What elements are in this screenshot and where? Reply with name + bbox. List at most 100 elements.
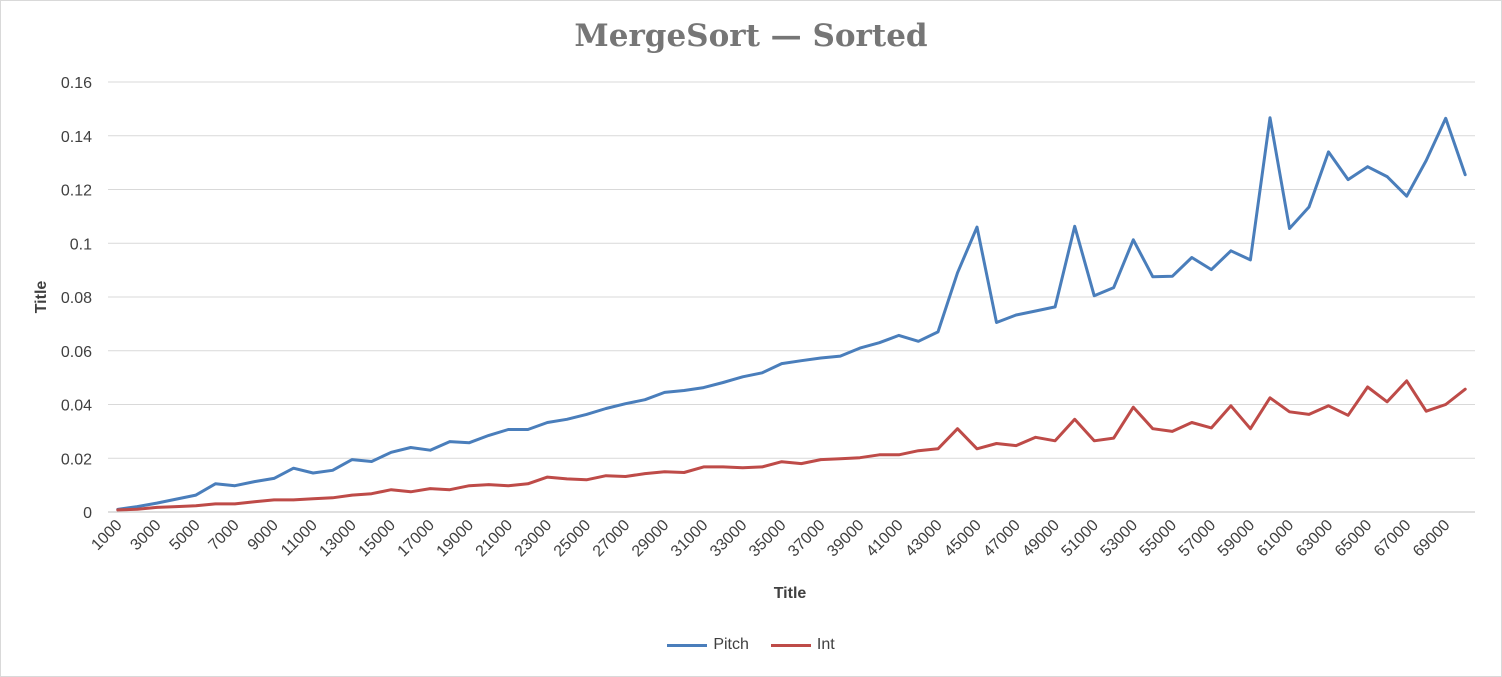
data-point-pitch (702, 386, 705, 389)
x-tick-label: 25000 (551, 517, 595, 561)
x-tick-label: 51000 (1059, 517, 1103, 561)
data-point-pitch (507, 428, 510, 431)
x-tick-label: 21000 (473, 517, 517, 561)
legend-swatch-int (770, 643, 811, 647)
y-tick-label: 0 (83, 505, 92, 522)
data-point-pitch (1346, 178, 1350, 181)
series-line-pitch (116, 116, 1467, 511)
data-point-int (448, 488, 451, 491)
data-point-int (350, 493, 354, 497)
data-point-int (663, 470, 666, 473)
x-tick-label: 57000 (1176, 517, 1220, 561)
x-tick-label: 7000 (206, 517, 243, 554)
data-point-int (1171, 430, 1174, 433)
x-tick-label: 43000 (902, 517, 946, 561)
data-point-pitch (565, 418, 569, 421)
data-point-pitch (878, 341, 881, 344)
data-point-pitch (370, 460, 373, 463)
data-point-pitch (917, 340, 920, 343)
data-point-pitch (1190, 256, 1194, 259)
data-point-pitch (643, 398, 647, 401)
data-point-int (272, 498, 276, 502)
data-point-pitch (526, 428, 530, 431)
y-tick-label: 0.14 (61, 129, 92, 146)
data-point-int (1229, 404, 1233, 407)
x-tick-label: 53000 (1098, 517, 1142, 561)
data-point-pitch (897, 334, 901, 337)
data-point-pitch (858, 346, 862, 350)
data-point-int (897, 453, 901, 456)
x-tick-label: 13000 (316, 517, 360, 561)
data-point-pitch (487, 434, 490, 437)
data-point-pitch (624, 402, 627, 405)
x-tick-label: 47000 (980, 517, 1024, 561)
x-axis-title: Title (774, 585, 807, 602)
data-point-int (175, 505, 178, 508)
y-tick-label: 0.1 (70, 236, 92, 253)
series-lines (116, 116, 1467, 512)
data-point-pitch (214, 482, 217, 485)
data-point-int (819, 458, 822, 461)
data-point-int (526, 482, 530, 485)
x-axis-ticks: 1000 3000 5000 7000 900011000130001500017000… (88, 517, 1453, 561)
data-point-int (1014, 444, 1018, 447)
data-point-int (1444, 403, 1447, 406)
data-point-int (878, 453, 881, 456)
data-point-pitch (1171, 275, 1174, 278)
x-tick-label: 35000 (746, 517, 790, 561)
series-line-int (116, 379, 1467, 512)
data-point-pitch (761, 371, 764, 374)
data-point-int (409, 490, 412, 493)
data-point-pitch (233, 484, 237, 487)
data-point-pitch (253, 480, 256, 483)
legend-swatch-pitch (667, 643, 708, 647)
chart-title: MergeSort — Sorted (574, 18, 928, 54)
data-point-int (624, 475, 627, 478)
data-point-int (507, 484, 510, 487)
x-tick-label: 1000 (88, 517, 125, 554)
data-point-int (1249, 427, 1252, 430)
data-point-pitch (331, 469, 334, 472)
data-point-pitch (1327, 150, 1330, 154)
y-tick-label: 0.08 (61, 290, 92, 307)
data-point-int (604, 474, 608, 477)
data-point-int (565, 477, 569, 481)
data-point-int (116, 508, 120, 512)
data-point-int (1210, 426, 1213, 430)
data-point-int (761, 465, 764, 469)
data-point-pitch (604, 407, 608, 410)
y-tick-label: 0.12 (61, 183, 92, 200)
data-point-pitch (1268, 116, 1272, 119)
data-point-pitch (272, 477, 276, 480)
x-tick-label: 49000 (1019, 517, 1063, 561)
data-point-pitch (995, 321, 998, 324)
data-point-pitch (1112, 286, 1115, 289)
data-point-int (721, 465, 725, 469)
x-tick-label: 33000 (707, 517, 751, 561)
data-point-pitch (1210, 268, 1213, 271)
data-point-pitch (1053, 305, 1057, 309)
data-point-int (1132, 406, 1135, 409)
data-point-pitch (1366, 165, 1369, 168)
data-point-pitch (585, 413, 588, 416)
data-point-int (702, 465, 705, 469)
data-point-int (468, 484, 471, 487)
x-tick-label: 27000 (590, 517, 634, 561)
data-point-int (155, 506, 158, 509)
data-point-pitch (682, 389, 686, 392)
data-point-int (800, 462, 803, 465)
data-point-int (1405, 379, 1408, 383)
data-point-int (936, 447, 940, 450)
data-point-int (370, 492, 373, 495)
data-point-pitch (1151, 275, 1155, 278)
x-tick-label: 3000 (127, 517, 164, 554)
data-point-int (1366, 385, 1369, 389)
x-tick-label: 5000 (167, 517, 204, 554)
data-point-pitch (1014, 313, 1018, 317)
data-point-int (390, 488, 393, 491)
y-tick-label: 0.16 (61, 75, 92, 92)
legend-label-pitch: Pitch (713, 636, 749, 653)
data-point-pitch (1405, 195, 1408, 198)
y-tick-label: 0.06 (61, 344, 92, 361)
